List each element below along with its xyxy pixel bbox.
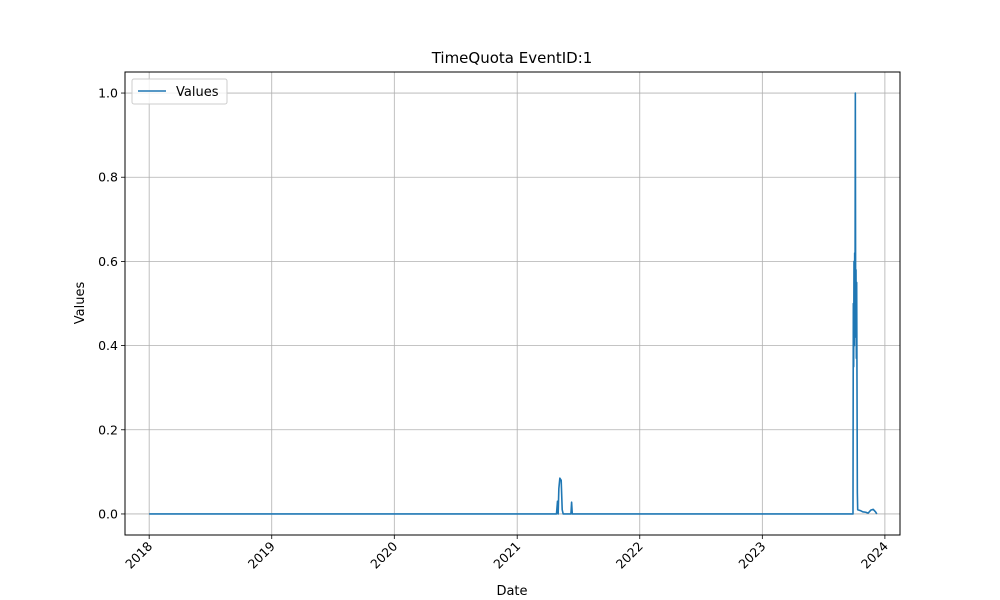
plot-background [125,72,900,535]
y-tick-label: 1.0 [98,86,118,101]
x-tick-label: 2023 [735,539,768,572]
y-tick-label: 0.2 [98,422,118,437]
plot-frame [124,71,901,536]
y-axis: 0.0 0.2 0.4 0.6 0.8 1.0 [98,86,125,521]
legend-label-values: Values [176,85,219,100]
x-axis: 2018 2019 2020 2021 2022 2023 2024 [122,535,891,572]
legend: Values [131,78,228,105]
x-tick-label: 2024 [858,538,891,571]
x-tick-label: 2019 [245,538,278,571]
y-tick-label: 0.0 [98,506,118,521]
y-tick-label: 0.8 [98,170,118,185]
y-tick-label: 0.6 [98,254,118,269]
y-tick-label: 0.4 [98,338,118,353]
y-axis-label: Values [73,282,88,325]
x-axis-label: Date [496,584,527,599]
x-tick-label: 2022 [613,539,646,572]
grid [125,72,900,535]
x-tick-label: 2021 [490,539,523,572]
chart-title: TimeQuota EventID:1 [431,49,593,67]
x-tick-label: 2020 [367,538,400,571]
x-tick-label: 2018 [122,538,155,571]
legend-box [131,78,228,105]
series-line-values [149,92,878,515]
